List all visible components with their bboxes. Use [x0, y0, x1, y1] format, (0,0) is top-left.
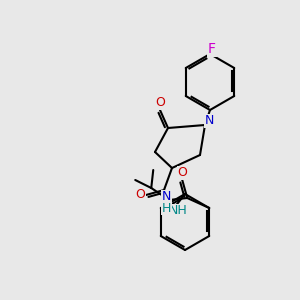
Text: NH: NH: [169, 205, 188, 218]
Text: N: N: [162, 190, 171, 203]
Text: O: O: [177, 167, 187, 179]
Text: O: O: [135, 188, 145, 202]
Text: H: H: [162, 202, 171, 214]
Text: N: N: [204, 115, 214, 128]
Text: O: O: [155, 97, 165, 110]
Text: F: F: [208, 42, 216, 56]
